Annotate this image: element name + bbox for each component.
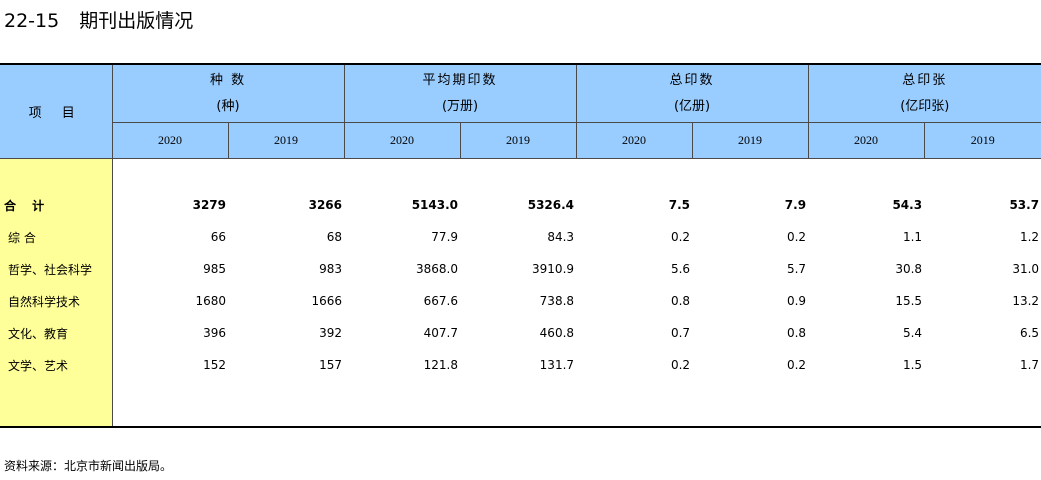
- table-cell: 5.6: [670, 262, 691, 276]
- table-cell: 0.2: [670, 358, 691, 372]
- table-cell: 66: [210, 230, 226, 244]
- table-row: 文学、艺术 152 157 121.8 131.7 0.2 0.2 1.5 1.7: [0, 349, 1041, 381]
- table-cell: 396: [203, 326, 226, 340]
- table-cell: 5.7: [786, 262, 807, 276]
- year-header: 2019: [691, 122, 809, 159]
- table-cell: 1.1: [902, 230, 923, 244]
- source-note: 资料来源：北京市新闻出版局。: [4, 459, 173, 473]
- table-cell: 53.7: [1009, 198, 1040, 212]
- statistics-table: 项 目 种 数 (种) 平均期印数 (万册) 总印数 (亿册) 总印张 (亿印张) 20…: [0, 63, 1041, 428]
- table-cell: 5143.0: [411, 198, 459, 212]
- table-cell: 77.9: [431, 230, 459, 244]
- group-header-total-prints: 总印数 (亿册): [575, 65, 809, 123]
- spacer-row: [0, 381, 1041, 426]
- table-cell: 0.9: [786, 294, 807, 308]
- table-cell: 6.5: [1019, 326, 1040, 340]
- table-row: 文化、教育 396 392 407.7 460.8 0.7 0.8 5.4 6.5: [0, 317, 1041, 349]
- table-cell: 3868.0: [416, 262, 459, 276]
- table-cell: 1.5: [902, 358, 923, 372]
- table-cell: 7.9: [784, 198, 807, 212]
- table-cell: 983: [319, 262, 343, 276]
- table-cell: 0.7: [670, 326, 691, 340]
- table-cell: 1680: [195, 294, 226, 308]
- table-cell: 7.5: [668, 198, 691, 212]
- table-cell: 985: [203, 262, 226, 276]
- table-cell: 84.3: [547, 230, 575, 244]
- table-cell: 68: [326, 230, 343, 244]
- row-label: 哲学、社会科学: [0, 253, 113, 285]
- year-header: 2020: [575, 122, 693, 159]
- page-title: 22-15 期刊出版情况: [4, 6, 193, 33]
- table-cell: 5.4: [902, 326, 923, 340]
- group-header-total-sheets: 总印张 (亿印张): [807, 65, 1041, 123]
- table-cell: 3279: [192, 198, 226, 212]
- row-label: 文学、艺术: [0, 349, 113, 381]
- table-cell: 152: [203, 358, 226, 372]
- table-cell: 5326.4: [527, 198, 575, 212]
- table-cell: 392: [319, 326, 343, 340]
- spacer-row: [0, 158, 1041, 189]
- table-cell: 1666: [311, 294, 343, 308]
- year-header: 2019: [459, 122, 577, 159]
- table-row: 自然科学技术 1680 1666 667.6 738.8 0.8 0.9 15.5 13.2: [0, 285, 1041, 317]
- row-label: 合 计: [0, 189, 113, 221]
- table-cell: 131.7: [539, 358, 575, 372]
- table-cell: 54.3: [892, 198, 923, 212]
- table-cell: 0.2: [670, 230, 691, 244]
- table-cell: 0.2: [786, 358, 807, 372]
- year-header: 2020: [343, 122, 461, 159]
- table-cell: 460.8: [539, 326, 575, 340]
- table-row: 综 合 66 68 77.9 84.3 0.2 0.2 1.1 1.2: [0, 221, 1041, 253]
- table-cell: 1.2: [1019, 230, 1040, 244]
- row-label: 自然科学技术: [0, 285, 113, 317]
- table-cell: 738.8: [539, 294, 575, 308]
- table-cell: 0.8: [670, 294, 691, 308]
- year-header: 2019: [923, 122, 1041, 159]
- item-column-header: 项 目: [0, 65, 113, 159]
- table-cell: 13.2: [1012, 294, 1040, 308]
- table-cell: 1.7: [1019, 358, 1040, 372]
- row-label: 综 合: [0, 221, 113, 253]
- total-row: 合 计 3279 3266 5143.0 5326.4 7.5 7.9 54.3 53.7: [0, 189, 1041, 221]
- table-cell: 15.5: [895, 294, 923, 308]
- year-header: 2020: [807, 122, 925, 159]
- year-header: 2020: [111, 122, 229, 159]
- table-cell: 30.8: [895, 262, 923, 276]
- table-cell: 157: [319, 358, 343, 372]
- table-cell: 121.8: [423, 358, 459, 372]
- group-header-avg-print: 平均期印数 (万册): [343, 65, 577, 123]
- row-label: 文化、教育: [0, 317, 113, 349]
- table-cell: 0.2: [786, 230, 807, 244]
- table-cell: 3266: [308, 198, 343, 212]
- year-header: 2019: [227, 122, 345, 159]
- table-cell: 0.8: [786, 326, 807, 340]
- table-cell: 3910.9: [532, 262, 575, 276]
- table-cell: 407.7: [423, 326, 459, 340]
- table-cell: 31.0: [1012, 262, 1040, 276]
- table-number: 22-15: [4, 10, 60, 32]
- table-cell: 667.6: [423, 294, 459, 308]
- group-header-species: 种 数 (种): [111, 65, 345, 123]
- table-row: 哲学、社会科学 985 983 3868.0 3910.9 5.6 5.7 30.8 31.0: [0, 253, 1041, 285]
- table-title: 期刊出版情况: [79, 10, 194, 32]
